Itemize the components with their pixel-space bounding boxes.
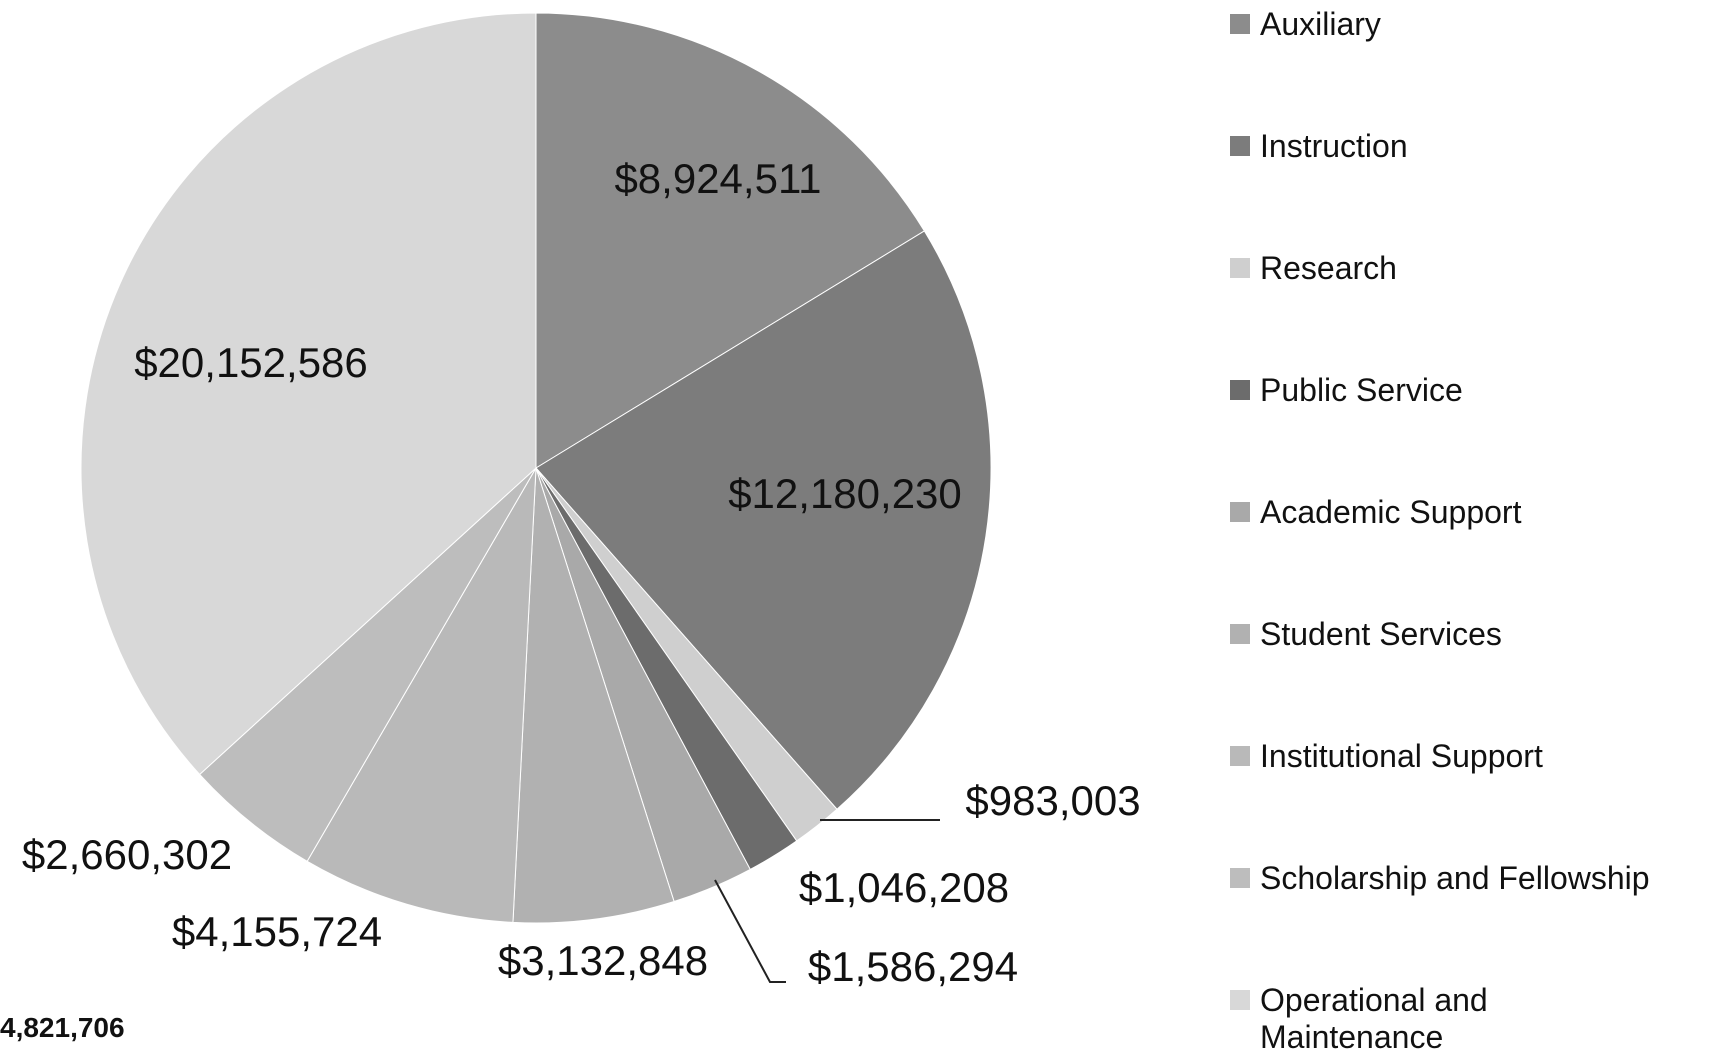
- legend-swatch: [1230, 14, 1250, 34]
- legend-label: Scholarship and Fellowship: [1260, 860, 1650, 896]
- data-label: $3,132,848: [498, 937, 708, 984]
- pie-slice: [512, 467, 675, 924]
- legend-label: Research: [1260, 250, 1397, 286]
- legend-swatch: [1230, 746, 1250, 766]
- legend-item: Auxiliary: [1230, 6, 1700, 128]
- pie-slice: [306, 467, 537, 923]
- data-label: $20,152,586: [134, 339, 368, 386]
- legend-swatch: [1230, 136, 1250, 156]
- legend-item: Academic Support: [1230, 494, 1700, 616]
- legend-label: Student Services: [1260, 616, 1502, 652]
- annotation: 4,821,706: [0, 1012, 125, 1043]
- data-label: $8,924,511: [614, 155, 821, 202]
- pie-slice: [80, 12, 537, 776]
- legend-item: Research: [1230, 250, 1700, 372]
- data-label: $1,586,294: [808, 943, 1018, 990]
- legend-swatch: [1230, 380, 1250, 400]
- data-label: $4,155,724: [172, 908, 382, 955]
- leader-line: [714, 879, 786, 983]
- legend-swatch: [1230, 624, 1250, 644]
- legend-swatch: [1230, 868, 1250, 888]
- pie-slice: [535, 230, 992, 810]
- legend-label: Auxiliary: [1260, 6, 1381, 42]
- legend-label: Institutional Support: [1260, 738, 1543, 774]
- legend-label: Instruction: [1260, 128, 1408, 164]
- legend-item: Institutional Support: [1230, 738, 1700, 860]
- pie-slice: [535, 12, 926, 469]
- legend-item: Student Services: [1230, 616, 1700, 738]
- legend-item: Scholarship and Fellowship: [1230, 860, 1700, 982]
- data-label: $983,003: [965, 777, 1140, 824]
- legend-item: Public Service: [1230, 372, 1700, 494]
- legend-item: Instruction: [1230, 128, 1700, 250]
- legend-swatch: [1230, 258, 1250, 278]
- legend-swatch: [1230, 502, 1250, 522]
- data-label: $1,046,208: [799, 864, 1009, 911]
- data-label: $12,180,230: [728, 470, 962, 517]
- data-label: $2,660,302: [22, 831, 232, 878]
- legend-swatch: [1230, 990, 1250, 1010]
- legend: Auxiliary Instruction Research Public Servi…: [1230, 6, 1700, 1062]
- legend-label: Operational and Maintenance: [1260, 982, 1488, 1055]
- legend-item: Operational and Maintenance: [1230, 982, 1530, 1062]
- legend-label: Public Service: [1260, 372, 1463, 408]
- legend-label: Academic Support: [1260, 494, 1522, 530]
